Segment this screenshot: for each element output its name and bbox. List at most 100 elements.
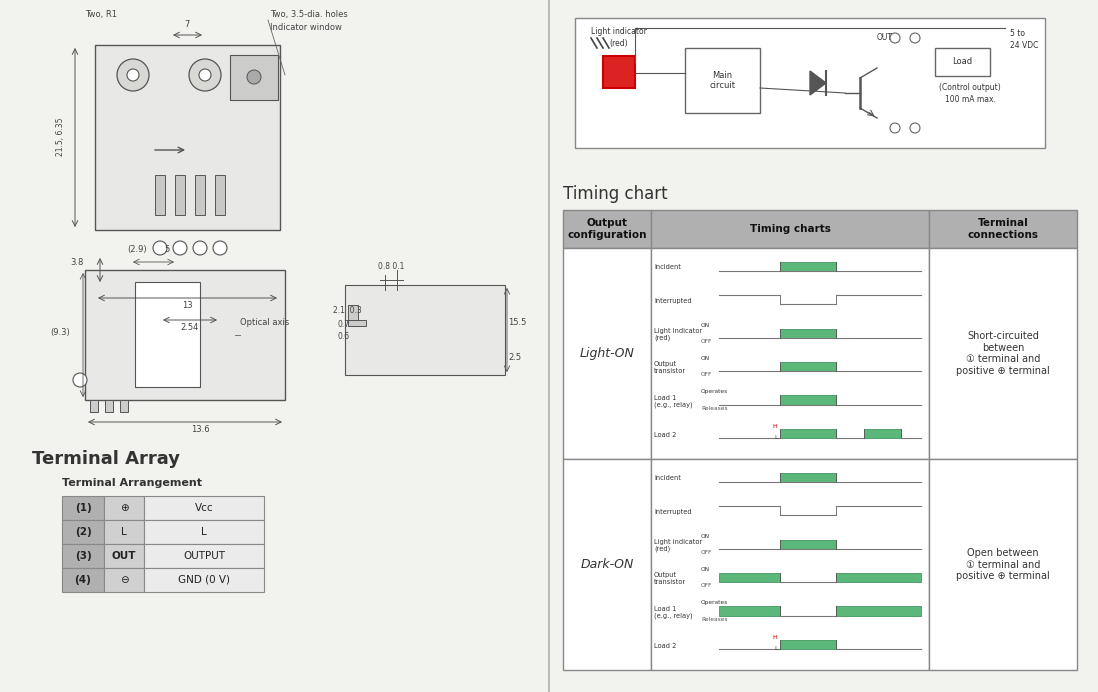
Text: GND (0 V): GND (0 V): [178, 575, 229, 585]
Text: Two, 3.5-dia. holes: Two, 3.5-dia. holes: [270, 10, 348, 19]
Text: Output
transistor: Output transistor: [654, 572, 686, 585]
Text: 13: 13: [181, 301, 192, 310]
Bar: [837, 606, 921, 616]
Bar: [144, 568, 264, 592]
Text: L: L: [201, 527, 206, 537]
Text: Vcc: Vcc: [194, 503, 213, 513]
Text: OUT: OUT: [112, 551, 136, 561]
Bar: [935, 48, 990, 76]
Text: Main
circuit: Main circuit: [709, 71, 736, 90]
Circle shape: [127, 69, 139, 81]
Bar: [348, 320, 366, 326]
Text: (2): (2): [75, 527, 91, 537]
Text: 2.5: 2.5: [508, 353, 522, 362]
Bar: [780, 396, 837, 405]
Text: (3): (3): [75, 551, 91, 561]
Circle shape: [910, 33, 920, 43]
Text: (Control output): (Control output): [939, 83, 1001, 92]
Text: 15.5: 15.5: [508, 318, 526, 327]
Text: 13.6: 13.6: [191, 425, 210, 434]
Bar: [929, 459, 1077, 670]
Bar: [929, 210, 1077, 248]
Bar: [215, 175, 225, 215]
Bar: [90, 400, 98, 412]
Text: OUT: OUT: [877, 33, 893, 42]
Bar: [780, 329, 837, 338]
Text: Load 2: Load 2: [654, 643, 676, 648]
Bar: [651, 459, 929, 670]
Bar: [104, 496, 144, 520]
Text: 7: 7: [184, 20, 190, 29]
Circle shape: [213, 241, 227, 255]
Text: Two, R1: Two, R1: [85, 10, 117, 19]
Bar: [61, 568, 104, 592]
Bar: [563, 248, 651, 459]
Text: (2.9): (2.9): [127, 245, 147, 254]
Text: 5 to: 5 to: [1010, 29, 1026, 38]
Bar: [144, 520, 264, 544]
Bar: [651, 210, 929, 248]
Bar: [837, 573, 921, 583]
Bar: [144, 496, 264, 520]
Bar: [864, 429, 900, 438]
Text: Terminal Array: Terminal Array: [32, 450, 180, 468]
Circle shape: [247, 70, 261, 84]
Text: (4): (4): [75, 575, 91, 585]
Text: Interrupted: Interrupted: [654, 509, 692, 515]
Text: H: H: [773, 424, 777, 429]
Circle shape: [72, 373, 87, 387]
Circle shape: [189, 59, 221, 91]
Text: ON: ON: [701, 567, 710, 572]
Bar: [685, 48, 760, 113]
Text: 2.1  0.3: 2.1 0.3: [333, 306, 361, 315]
Bar: [719, 573, 780, 583]
Bar: [780, 429, 837, 438]
Text: Output
transistor: Output transistor: [654, 361, 686, 374]
Circle shape: [117, 59, 149, 91]
Text: ON: ON: [701, 322, 710, 327]
Bar: [229, 55, 278, 100]
Circle shape: [153, 241, 167, 255]
Text: Dark-ON: Dark-ON: [581, 558, 634, 571]
Text: Timing chart: Timing chart: [563, 185, 668, 203]
Bar: [651, 248, 929, 459]
Text: Operates: Operates: [701, 601, 728, 606]
Text: Releases: Releases: [701, 406, 728, 411]
Text: 0.6: 0.6: [337, 332, 349, 341]
Text: Light indicator
(red): Light indicator (red): [654, 538, 703, 552]
Text: ⊕: ⊕: [120, 503, 128, 513]
Text: OFF: OFF: [701, 339, 713, 344]
Bar: [175, 175, 184, 215]
Text: Light indicator: Light indicator: [591, 27, 647, 36]
Text: (1): (1): [75, 503, 91, 513]
Text: Timing charts: Timing charts: [750, 224, 830, 234]
Text: ON: ON: [701, 534, 710, 538]
Bar: [719, 606, 780, 616]
Text: 5: 5: [165, 245, 169, 254]
Bar: [61, 544, 104, 568]
Text: Optical axis: Optical axis: [240, 318, 289, 327]
Bar: [780, 262, 837, 271]
Bar: [96, 45, 280, 230]
Text: ON: ON: [701, 356, 710, 361]
Text: Short-circuited
between
① terminal and
positive ⊕ terminal: Short-circuited between ① terminal and p…: [956, 331, 1050, 376]
Polygon shape: [810, 71, 826, 95]
Text: 0.8 0.1: 0.8 0.1: [378, 262, 404, 271]
Text: Load 2: Load 2: [654, 432, 676, 437]
Circle shape: [890, 33, 900, 43]
Text: Load: Load: [952, 57, 973, 66]
Bar: [104, 544, 144, 568]
Text: Terminal Arrangement: Terminal Arrangement: [61, 478, 202, 488]
Text: ⊖: ⊖: [120, 575, 128, 585]
Text: L: L: [774, 646, 777, 651]
Text: Open between
① terminal and
positive ⊕ terminal: Open between ① terminal and positive ⊕ t…: [956, 548, 1050, 581]
Text: 21.5, 6.35: 21.5, 6.35: [56, 118, 65, 156]
Text: OUTPUT: OUTPUT: [183, 551, 225, 561]
Bar: [105, 400, 113, 412]
Bar: [345, 285, 505, 375]
Bar: [563, 459, 651, 670]
Text: Incident: Incident: [654, 264, 681, 270]
Text: Load 1
(e.g., relay): Load 1 (e.g., relay): [654, 394, 693, 408]
Bar: [348, 305, 358, 320]
Bar: [61, 496, 104, 520]
